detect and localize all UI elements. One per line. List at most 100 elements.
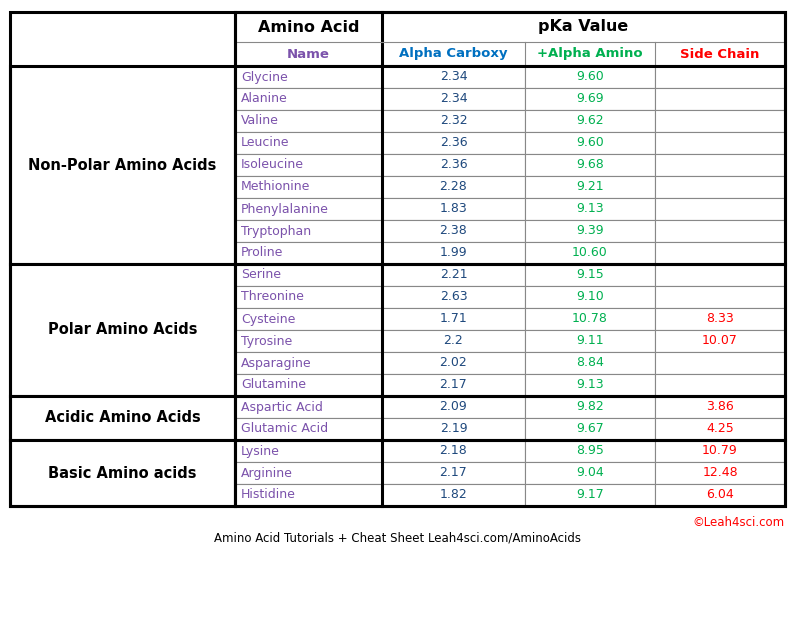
Bar: [382, 418, 525, 440]
Bar: [382, 176, 525, 198]
Bar: [235, 132, 382, 154]
Text: 2.36: 2.36: [440, 159, 467, 171]
Bar: [525, 88, 655, 110]
Bar: [235, 176, 382, 198]
Text: 9.62: 9.62: [576, 115, 604, 127]
Bar: [235, 418, 382, 440]
Text: 10.79: 10.79: [702, 445, 738, 457]
Text: Alanine: Alanine: [241, 92, 288, 106]
Bar: [525, 66, 655, 88]
Text: 2.63: 2.63: [440, 290, 467, 303]
Text: Phenylalanine: Phenylalanine: [241, 203, 329, 215]
Bar: [10, 12, 785, 506]
Text: 9.21: 9.21: [576, 180, 604, 194]
Bar: [525, 198, 655, 220]
Text: Glycine: Glycine: [241, 71, 288, 83]
Bar: [525, 264, 655, 286]
Text: Tyrosine: Tyrosine: [241, 334, 292, 348]
Text: 2.36: 2.36: [440, 136, 467, 150]
Text: Tryptophan: Tryptophan: [241, 224, 311, 238]
Bar: [235, 88, 382, 110]
Text: 8.33: 8.33: [706, 313, 734, 326]
Bar: [382, 286, 525, 308]
Bar: [525, 176, 655, 198]
Bar: [10, 66, 235, 264]
Bar: [655, 440, 785, 462]
Bar: [655, 352, 785, 374]
Bar: [235, 440, 785, 506]
Bar: [235, 396, 785, 440]
Text: 9.39: 9.39: [576, 224, 604, 238]
Bar: [382, 88, 525, 110]
Bar: [525, 440, 655, 462]
Bar: [382, 352, 525, 374]
Bar: [525, 462, 655, 484]
Bar: [655, 286, 785, 308]
Text: 8.95: 8.95: [576, 445, 604, 457]
Bar: [525, 484, 655, 506]
Text: 6.04: 6.04: [706, 489, 734, 501]
Bar: [382, 396, 525, 418]
Bar: [10, 264, 235, 396]
Text: 9.68: 9.68: [576, 159, 604, 171]
Text: 2.17: 2.17: [440, 378, 467, 392]
Bar: [655, 88, 785, 110]
Bar: [235, 220, 382, 242]
Text: Non-Polar Amino Acids: Non-Polar Amino Acids: [28, 157, 217, 173]
Text: 1.99: 1.99: [440, 247, 467, 259]
Bar: [655, 242, 785, 264]
Text: 3.86: 3.86: [706, 401, 734, 413]
Text: 9.60: 9.60: [576, 71, 604, 83]
Text: Name: Name: [287, 48, 330, 61]
Bar: [525, 418, 655, 440]
Bar: [525, 352, 655, 374]
Bar: [382, 264, 525, 286]
Bar: [235, 396, 382, 418]
Bar: [655, 220, 785, 242]
Bar: [655, 308, 785, 330]
Text: Serine: Serine: [241, 269, 281, 282]
Bar: [655, 264, 785, 286]
Bar: [235, 66, 382, 88]
Text: 2.21: 2.21: [440, 269, 467, 282]
Text: 4.25: 4.25: [706, 422, 734, 436]
Text: 9.67: 9.67: [576, 422, 604, 436]
Text: Isoleucine: Isoleucine: [241, 159, 304, 171]
Bar: [655, 110, 785, 132]
Text: Side Chain: Side Chain: [680, 48, 760, 61]
Bar: [525, 220, 655, 242]
Bar: [382, 132, 525, 154]
Text: 2.17: 2.17: [440, 466, 467, 480]
Text: Amino Acid: Amino Acid: [258, 20, 359, 34]
Bar: [235, 440, 382, 462]
Bar: [655, 132, 785, 154]
Text: Asparagine: Asparagine: [241, 357, 312, 369]
Text: Cysteine: Cysteine: [241, 313, 295, 326]
Text: Basic Amino acids: Basic Amino acids: [48, 466, 197, 480]
Text: 2.34: 2.34: [440, 71, 467, 83]
Text: ©Leah4sci.com: ©Leah4sci.com: [693, 515, 785, 529]
Text: 1.83: 1.83: [440, 203, 467, 215]
Bar: [10, 440, 235, 506]
Bar: [10, 396, 235, 440]
Bar: [235, 374, 382, 396]
Bar: [525, 308, 655, 330]
Bar: [655, 176, 785, 198]
Bar: [525, 132, 655, 154]
Text: +Alpha Amino: +Alpha Amino: [537, 48, 643, 61]
Bar: [235, 264, 382, 286]
Bar: [382, 110, 525, 132]
Text: Alpha Carboxy: Alpha Carboxy: [399, 48, 508, 61]
Bar: [525, 154, 655, 176]
Text: 9.13: 9.13: [576, 378, 604, 392]
Text: Glutamine: Glutamine: [241, 378, 306, 392]
Bar: [525, 286, 655, 308]
Text: 9.60: 9.60: [576, 136, 604, 150]
Bar: [382, 198, 525, 220]
Bar: [655, 462, 785, 484]
Text: 2.2: 2.2: [444, 334, 463, 348]
Bar: [382, 66, 525, 88]
Text: Proline: Proline: [241, 247, 283, 259]
Text: 8.84: 8.84: [576, 357, 604, 369]
Text: 9.10: 9.10: [576, 290, 604, 303]
